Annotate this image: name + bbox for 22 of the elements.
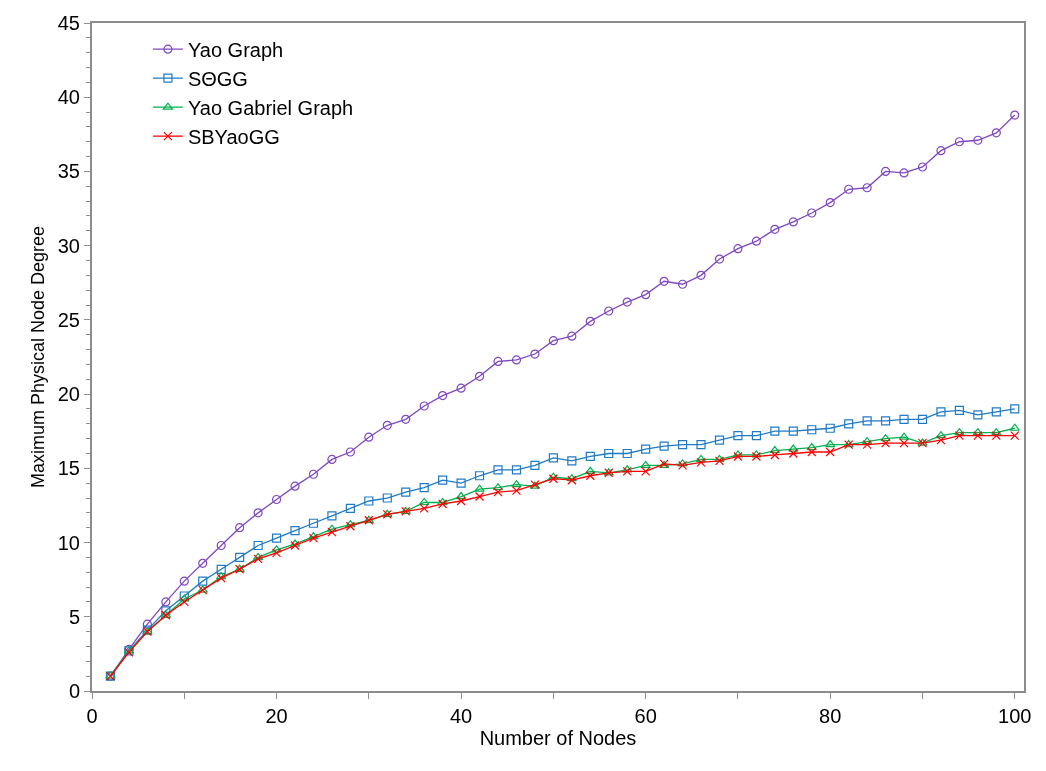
y-tick-label: 5 — [68, 605, 80, 628]
y-tick-label: 30 — [57, 234, 80, 257]
legend-label: SΘGG — [187, 67, 248, 90]
x-tick-label: 0 — [86, 705, 98, 727]
legend-label: Yao Graph — [187, 38, 284, 61]
x-tick-label: 20 — [265, 705, 288, 727]
y-tick-label: 15 — [57, 457, 80, 480]
y-tick-label: 35 — [57, 160, 80, 183]
y-tick-label: 40 — [57, 86, 80, 109]
y-tick-label: 10 — [57, 531, 80, 554]
x-tick-label: 60 — [634, 705, 657, 727]
legend-label: Yao Gabriel Graph — [187, 96, 354, 119]
legend-label: SBYaoGG — [187, 125, 280, 148]
x-tick-label: 100 — [998, 705, 1032, 727]
x-tick-label: 80 — [819, 705, 842, 727]
x-tick-label: 40 — [449, 705, 473, 727]
y-tick-label: 0 — [68, 680, 80, 702]
y-tick-label: 20 — [57, 383, 80, 406]
y-axis-title: Maximum Physical Node Degree — [28, 225, 49, 489]
y-tick-label: 25 — [57, 308, 80, 331]
x-axis-title: Number of Nodes — [479, 727, 637, 749]
y-tick-label: 45 — [57, 12, 80, 34]
